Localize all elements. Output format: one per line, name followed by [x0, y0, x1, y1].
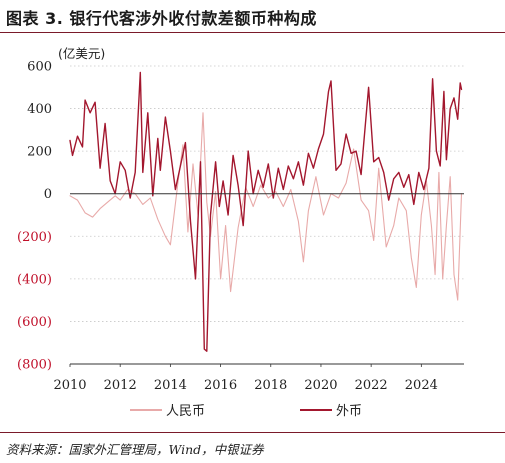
- y-tick-label: 600: [27, 60, 52, 75]
- y-tick-label: (400): [17, 272, 52, 287]
- title-rule: [0, 32, 505, 33]
- legend-label: 外币: [336, 404, 362, 419]
- y-tick-label: 200: [27, 145, 52, 160]
- x-tick-label: 2018: [254, 378, 287, 393]
- series-line-rmb: [69, 112, 463, 301]
- x-tick-label: 2020: [304, 378, 337, 393]
- unit-label: (亿美元): [58, 46, 105, 61]
- y-tick-label: (600): [17, 315, 52, 330]
- x-tick-label: 2022: [355, 378, 388, 393]
- y-tick-label: (800): [17, 358, 52, 373]
- y-tick-label: 0: [44, 187, 52, 202]
- source-note: 资料来源：国家外汇管理局，Wind，中银证券: [6, 442, 264, 457]
- x-tick-label: 2024: [405, 378, 438, 393]
- x-tick-label: 2012: [104, 378, 137, 393]
- x-tick-label: 2016: [204, 378, 237, 393]
- figure-title: 图表 3. 银行代客涉外收付款差额币种构成: [6, 9, 317, 28]
- source-rule: [0, 432, 505, 433]
- y-tick-label: (200): [17, 230, 52, 245]
- legend-label: 人民币: [166, 404, 205, 419]
- x-tick-label: 2010: [53, 378, 86, 393]
- y-tick-label: 400: [27, 102, 52, 117]
- x-tick-label: 2014: [154, 378, 187, 393]
- series-line-foreign: [69, 71, 463, 352]
